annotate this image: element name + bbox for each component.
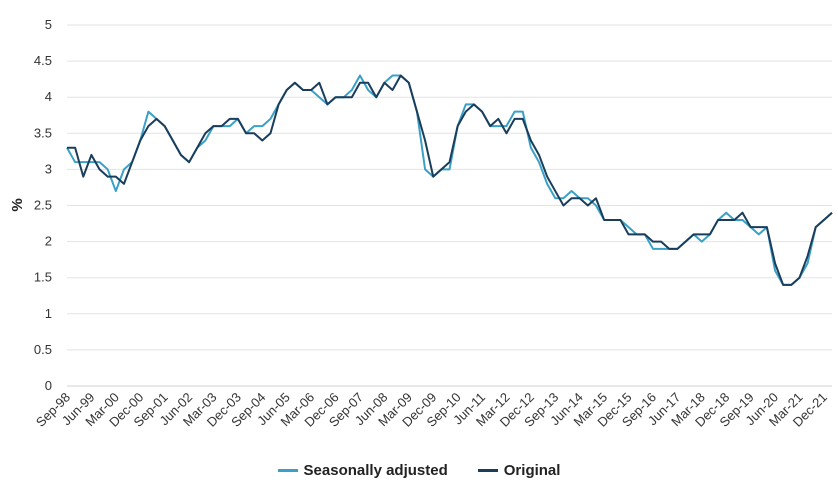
- y-tick-label: 0: [45, 378, 52, 393]
- y-tick-label: 3: [45, 161, 52, 176]
- y-tick-label: 1.5: [34, 270, 52, 285]
- y-tick-label: 2: [45, 234, 52, 249]
- legend: Seasonally adjusted Original: [0, 462, 838, 479]
- series-lines: [66, 74, 833, 286]
- y-tick-label: 4: [45, 89, 52, 104]
- y-tick-label: 2.5: [34, 198, 52, 213]
- y-tick-label: 0.5: [34, 342, 52, 357]
- y-tick-label: 3.5: [34, 125, 52, 140]
- series-line-seasonally-adjusted: [66, 74, 833, 286]
- legend-label: Seasonally adjusted: [303, 462, 448, 479]
- y-tick-label: 1: [45, 306, 52, 321]
- legend-item-seasonally-adjusted: Seasonally adjusted: [277, 462, 448, 479]
- y-axis-ticks: 0 0.5 1 1.5 2 2.5 3 3.5 4 4.5 5: [34, 17, 52, 393]
- y-tick-label: 5: [45, 17, 52, 32]
- legend-item-original: Original: [477, 462, 561, 479]
- grid-lines: [67, 24, 832, 387]
- legend-swatch: [477, 469, 498, 472]
- y-tick-label: 4.5: [34, 53, 52, 68]
- x-axis-ticks: Sep-98Jun-99Mar-00Dec-00Sep-01Jun-02Mar-…: [33, 390, 830, 430]
- series-line-original: [67, 74, 833, 286]
- legend-label: Original: [503, 462, 561, 479]
- legend-swatch: [277, 469, 298, 472]
- y-axis-label: %: [9, 198, 26, 211]
